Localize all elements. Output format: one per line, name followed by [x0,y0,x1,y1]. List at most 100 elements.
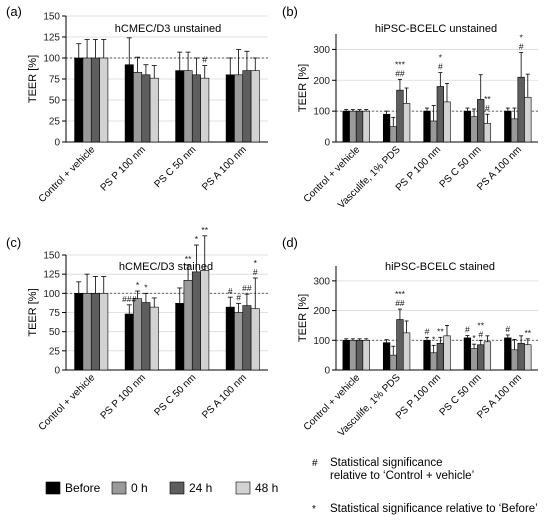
significance-mark: ## [242,283,252,293]
y-tick-label: 0 [54,366,60,377]
x-tick-label: Control + vehicle [37,372,98,433]
bar [141,74,151,143]
chart-title: hCMEC/D3 unstained [115,23,221,35]
significance-mark: # [202,55,207,65]
x-tick-label: PS A 100 nm [200,144,249,193]
bar [463,110,472,143]
bar [225,306,235,371]
bar [504,337,512,371]
bar [402,332,411,371]
y-axis-label: TEER [%] [297,64,309,112]
significance-mark: * [519,33,523,43]
bar [141,302,151,371]
bar [477,344,485,371]
bar [510,118,519,143]
significance-mark: # [505,324,510,334]
significance-mark: * [472,333,476,343]
x-tick-label: PS P 100 nm [99,144,148,193]
bar [423,339,431,371]
legend-label: Before [65,481,101,495]
note-symbol: # [312,458,318,469]
bar [355,339,364,371]
note-line: Statistical significance [330,457,443,469]
bar [234,74,244,143]
bar [349,110,357,143]
bar [242,305,252,371]
y-tick-label: 50 [49,327,61,338]
bar [382,342,391,371]
y-tick-label: 125 [43,33,60,44]
significance-mark: *** [395,289,406,299]
panel-label: (d) [282,235,298,250]
significance-mark: # [228,286,233,296]
bar [90,57,100,143]
bar [342,110,350,143]
legend-swatch [111,481,127,495]
significance-mark: # [478,329,483,339]
y-tick-label: 200 [313,76,330,87]
panel-b: 0 100 200 300 TEER [%] (b) hiPSC-BCELC unstain… [282,4,538,211]
significance-mark: * [439,53,443,63]
bar [362,339,370,371]
bar [470,348,478,371]
y-tick-label: 200 [313,306,330,317]
chart-title: hiPSC-BCELC stained [385,261,495,273]
significance-mark: ### [122,294,136,304]
bar [200,270,210,371]
x-tick-label: PS C 50 nm [152,372,198,418]
significance-mark: # [519,42,524,52]
bar [389,126,397,143]
y-tick-label: 75 [49,308,61,319]
y-tick-label: 300 [313,276,330,287]
legend-label: 48 h [255,481,278,495]
note-text: Statistical significance relative to ‘Con… [330,457,474,482]
significance-mark: # [236,292,241,302]
significance-mark: * [136,280,140,290]
panel-a: 0 25 50 75 100 125 150 TEER [%] (a) hCMEC/D3 unst… [6,4,268,205]
bar [149,306,159,371]
bar [242,70,252,143]
y-tick-label: 75 [49,75,61,86]
panel-label: (b) [282,4,298,19]
x-tick-label: PS P 100 nm [99,372,148,421]
bar [423,110,431,143]
x-tick-label: Control + vehicle [37,144,98,205]
bar [517,342,525,371]
bar [74,293,84,371]
bar [175,302,185,371]
legend-swatch [169,481,185,495]
bar [124,64,134,143]
bar [133,71,143,143]
y-tick-label: 125 [43,270,60,281]
bar [436,342,444,371]
chart-title: hCMEC/D3 stained [119,261,213,273]
bar [524,96,532,143]
bar [396,89,404,143]
panel-c: 0 25 50 75 100 125 150 TEER [%] (c) hCMEC/D3 stai… [6,225,268,433]
bar [443,101,451,143]
significance-mark: *** [395,59,406,69]
y-axis-label: TEER [%] [27,288,39,336]
bar [483,341,492,371]
y-tick-label: 0 [324,366,330,377]
bar [74,57,84,143]
bar [342,339,350,371]
panel-label: (a) [6,4,22,19]
bar [430,352,438,371]
bar [250,308,260,371]
significance-mark: * [144,282,148,292]
y-tick-label: 25 [49,346,61,357]
significance-mark: * [254,258,258,268]
y-tick-label: 150 [43,251,60,262]
bar [463,337,472,371]
bar [82,293,92,371]
significance-mark: # [465,325,470,335]
bar [225,74,235,143]
bar [250,70,260,143]
significance-mark: # [253,267,258,277]
y-axis-label: TEER [%] [27,55,39,103]
bar [402,103,411,143]
legend-label: 0 h [131,481,148,495]
significance-mark: ** [524,328,531,338]
